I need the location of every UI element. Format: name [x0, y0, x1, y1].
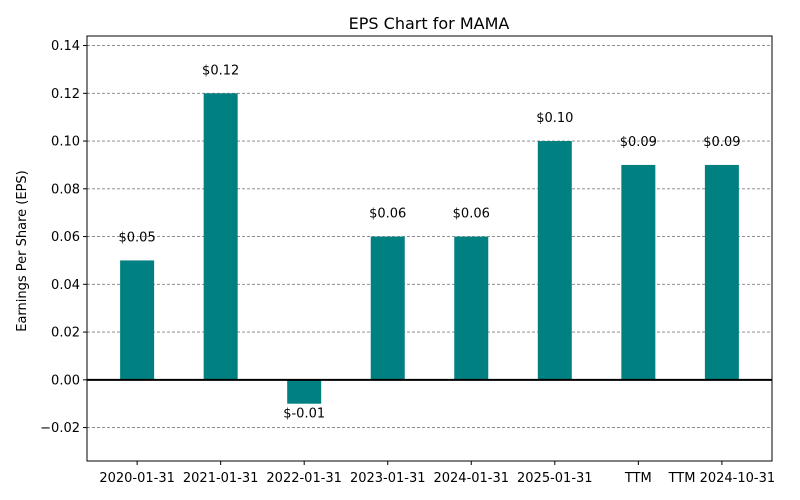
y-tick-label: 0.02: [51, 326, 80, 341]
bar-value-label: $0.10: [536, 111, 573, 126]
bar-value-label: $0.09: [703, 135, 740, 150]
y-axis-label: Earnings Per Share (EPS): [15, 170, 30, 332]
bar: [370, 236, 405, 380]
y-tick-label: −0.02: [40, 421, 80, 436]
x-tick-label: 2022-01-31: [266, 471, 342, 486]
bar-value-label: $0.06: [453, 207, 490, 222]
bar-value-label: $-0.01: [283, 407, 325, 422]
y-tick-label: 0.10: [51, 135, 80, 150]
data-labels: $0.05 $0.12 $-0.01 $0.06 $0.06 $0.10 $0.09 $0.0…: [119, 63, 741, 421]
bar: [454, 236, 489, 380]
axes: −0.02 0.00 0.02 0.04 0.06 0.08 0.10 0.12 0.14 202…: [40, 35, 776, 486]
bar-value-label: $0.06: [369, 207, 406, 222]
y-tick-label: 0.04: [51, 278, 80, 293]
x-tick-label: TTM: [624, 471, 652, 486]
chart-title: EPS Chart for MAMA: [349, 14, 510, 33]
y-tick-label: 0.08: [51, 182, 80, 197]
bar: [203, 93, 238, 380]
bar: [704, 164, 739, 380]
y-tick-label: 0.12: [51, 87, 80, 102]
x-tick-label: TTM 2024-10-31: [668, 471, 776, 486]
y-tick-label: 0.00: [51, 373, 80, 388]
x-tick-label: 2021-01-31: [183, 471, 259, 486]
bars: [120, 93, 739, 404]
bar-value-label: $0.05: [119, 230, 156, 245]
y-tick-label: 0.14: [51, 39, 80, 54]
y-tick-label: 0.06: [51, 230, 80, 245]
x-tick-label: 2024-01-31: [433, 471, 509, 486]
bar-value-label: $0.09: [620, 135, 657, 150]
bar: [537, 141, 572, 380]
bar-value-label: $0.12: [202, 63, 239, 78]
plot-frame: [86, 35, 773, 462]
grid-lines: [87, 45, 772, 428]
x-tick-label: 2025-01-31: [517, 471, 593, 486]
bar: [120, 260, 155, 380]
bar: [287, 379, 322, 404]
x-tick-label: 2020-01-31: [99, 471, 175, 486]
bar: [621, 164, 656, 380]
x-tick-label: 2023-01-31: [350, 471, 426, 486]
